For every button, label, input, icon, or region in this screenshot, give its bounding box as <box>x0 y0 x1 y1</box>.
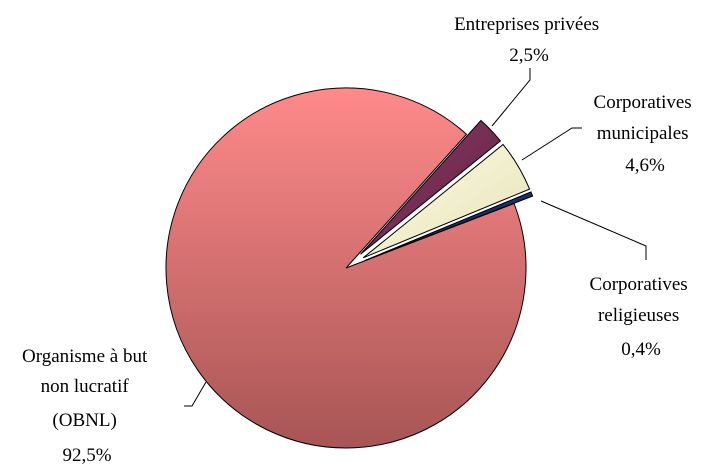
label-corporatives-municipales: Corporatives municipales 4,6% <box>594 92 697 176</box>
leader-line-obnl <box>184 381 207 407</box>
label-entreprises-privees: Entreprises privées 2,5% <box>454 14 604 66</box>
leader-line-corporatives-religieuses <box>540 200 647 260</box>
leader-line-entreprises-privees <box>491 68 531 127</box>
slice-entreprises-privees <box>360 119 502 255</box>
slice-corporatives-religieuses <box>364 191 534 262</box>
label-obnl: Organisme à but non lucratif (OBNL) 92,5… <box>22 346 152 466</box>
slice-corporatives-municipales <box>362 143 531 259</box>
leader-line-corporatives-municipales <box>521 127 582 161</box>
label-corporatives-religieuses: Corporatives religieuses 0,4% <box>590 274 693 360</box>
slice-obnl <box>165 87 527 449</box>
